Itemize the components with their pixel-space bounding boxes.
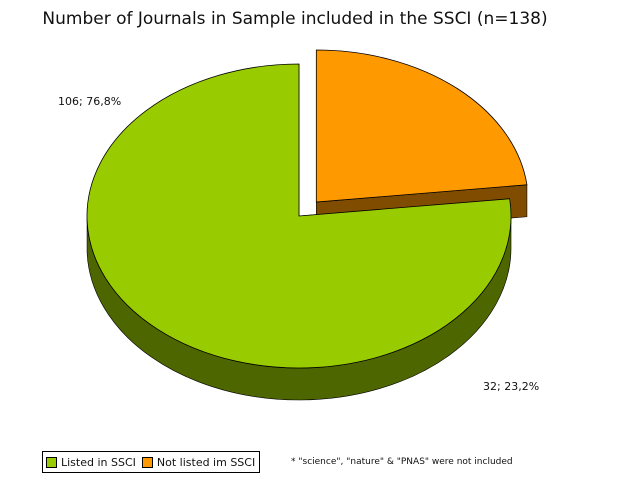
legend-item-listed: Listed in SSCI: [46, 456, 136, 469]
legend: Listed in SSCI Not listed im SSCI: [42, 451, 261, 473]
pie-slice-listed: [86, 63, 512, 369]
legend-swatch-not-listed: [141, 456, 153, 468]
legend-label-listed: Listed in SSCI: [61, 455, 136, 469]
pie-slice-not-listed: [315, 49, 528, 203]
legend-item-not-listed: Not listed im SSCI: [141, 455, 256, 469]
legend-swatch-listed: [46, 456, 57, 468]
footnote: * "science", "nature" & "PNAS" were not …: [291, 457, 513, 467]
chart-title: Number of Journals in Sample included in…: [42, 9, 548, 29]
legend-label-not-listed: Not listed im SSCI: [156, 455, 256, 469]
slice-label-not-listed: 32; 23,2%: [483, 380, 539, 393]
slice-label-listed: 106; 76,8%: [58, 95, 121, 108]
